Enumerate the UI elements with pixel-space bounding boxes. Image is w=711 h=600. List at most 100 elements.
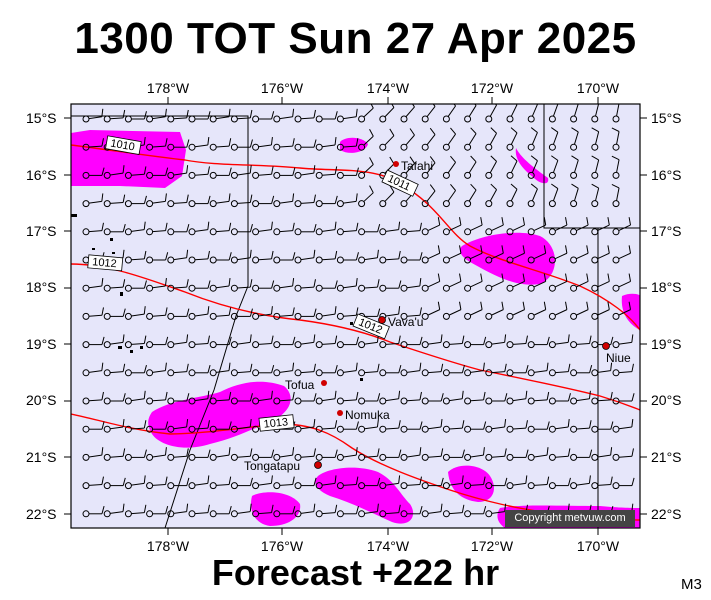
wind-barb-station: [591, 482, 599, 490]
wind-barb-shaft: [322, 258, 336, 261]
wind-barb-shaft: [597, 483, 611, 486]
wind-barb-shaft: [510, 189, 518, 202]
wind-barb-station: [612, 115, 620, 123]
wind-barb-shaft: [110, 117, 124, 120]
wind-barb-station: [273, 228, 281, 236]
wind-barb-shaft: [152, 370, 166, 373]
wind-barb-flag: [355, 108, 358, 117]
wind-barb-flag: [101, 108, 104, 117]
wind-barb-flag: [186, 334, 189, 343]
wind-barb-station: [146, 397, 154, 405]
wind-barb-station: [442, 482, 450, 490]
wind-barb-shaft: [616, 159, 620, 173]
lat-label: 19°S: [26, 336, 57, 352]
wind-barb-shaft: [597, 454, 611, 458]
wind-barb-station: [442, 397, 450, 405]
wind-barb-flag: [628, 245, 631, 254]
wind-barb-shaft: [110, 511, 124, 514]
wind-barb-shaft: [131, 427, 145, 430]
wind-barb-flag: [355, 138, 359, 147]
wind-barb-flag: [631, 418, 634, 428]
wind-barb-flag: [334, 136, 337, 146]
wind-barb-flag: [101, 421, 105, 430]
wind-barb-station: [612, 425, 620, 433]
wind-barb-station: [82, 312, 90, 320]
wind-barb-flag: [122, 503, 125, 512]
wind-barb-station: [103, 369, 111, 377]
wind-barb-flag: [186, 477, 190, 486]
wind-barb-shaft: [512, 280, 525, 288]
wind-barb-flag: [482, 447, 485, 456]
wind-barb-shaft: [576, 309, 589, 316]
wind-barb-flag: [419, 447, 422, 456]
wind-barb-flag: [334, 420, 338, 429]
wind-barb-shaft: [88, 314, 102, 317]
wind-barb-station: [82, 397, 90, 405]
lat-label: 20°S: [26, 392, 57, 408]
wind-barb-shaft: [512, 309, 525, 316]
wind-barb-flag: [376, 503, 379, 512]
wind-barb-station: [167, 115, 175, 123]
wind-barb-station: [358, 171, 366, 179]
wind-barb-shaft: [258, 258, 272, 261]
wind-barb-station: [379, 143, 387, 151]
wind-barb-flag: [461, 449, 465, 458]
wind-barb-station: [612, 171, 620, 179]
wind-barb-station: [167, 284, 175, 292]
wind-barb-flag: [530, 155, 538, 162]
wind-barb-shaft: [470, 224, 483, 231]
wind-barb-shaft: [597, 280, 610, 288]
wind-barb-shaft: [597, 370, 611, 373]
wind-barb-shaft: [343, 483, 357, 486]
wind-barb-shaft: [258, 398, 272, 402]
wind-barb-station: [209, 312, 217, 320]
wind-barb-shaft: [405, 162, 415, 174]
wind-barb-station: [527, 482, 535, 490]
wind-barb-flag: [377, 477, 381, 486]
wind-barb-flag: [186, 139, 190, 148]
wind-barb-shaft: [300, 201, 314, 204]
wind-barb-station: [400, 453, 408, 461]
wind-barb-station: [442, 312, 450, 320]
wind-barb-station: [421, 425, 429, 433]
wind-barb-flag: [207, 280, 211, 289]
wind-barb-station: [548, 171, 556, 179]
wind-barb-station: [294, 256, 302, 264]
wind-barb-shaft: [258, 144, 272, 148]
wind-barb-station: [230, 369, 238, 377]
wind-barb-station: [294, 171, 302, 179]
wind-barb-shaft: [595, 159, 600, 173]
copyright-badge: Copyright metvuw.com: [505, 510, 635, 527]
wind-barb-flag: [249, 308, 253, 317]
wind-barb-flag: [270, 390, 273, 399]
wind-barb-station: [421, 341, 429, 349]
wind-barb-flag: [313, 477, 317, 486]
wind-barb-station: [442, 341, 450, 349]
wind-barb-flag: [292, 193, 295, 202]
wind-barb-flag: [453, 104, 456, 107]
wind-barb-shaft: [406, 483, 420, 486]
wind-barb-shaft: [173, 257, 187, 261]
wind-barb-station: [485, 200, 493, 208]
wind-barb-station: [273, 143, 281, 151]
wind-barb-flag: [186, 393, 190, 402]
wind-barb-station: [485, 510, 493, 518]
wind-barb-station: [379, 256, 387, 264]
wind-barb-station: [336, 228, 344, 236]
wind-barb-shaft: [322, 229, 336, 232]
wind-barb-shaft: [510, 104, 518, 117]
wind-barb-shaft: [555, 426, 569, 430]
wind-barb-flag: [546, 476, 550, 485]
wind-barb-flag: [480, 273, 483, 282]
wind-barb-shaft: [573, 188, 579, 201]
wind-barb-flag: [461, 390, 464, 399]
wind-barb-station: [612, 312, 620, 320]
wind-barb-shaft: [595, 131, 600, 145]
wind-barb-flag: [101, 505, 105, 514]
wind-barb-station: [146, 453, 154, 461]
wind-barb-shaft: [512, 224, 525, 231]
wind-barb-station: [421, 228, 429, 236]
wind-barb-flag: [313, 249, 316, 258]
wind-barb-flag: [122, 334, 125, 343]
wind-barb-shaft: [194, 173, 208, 176]
